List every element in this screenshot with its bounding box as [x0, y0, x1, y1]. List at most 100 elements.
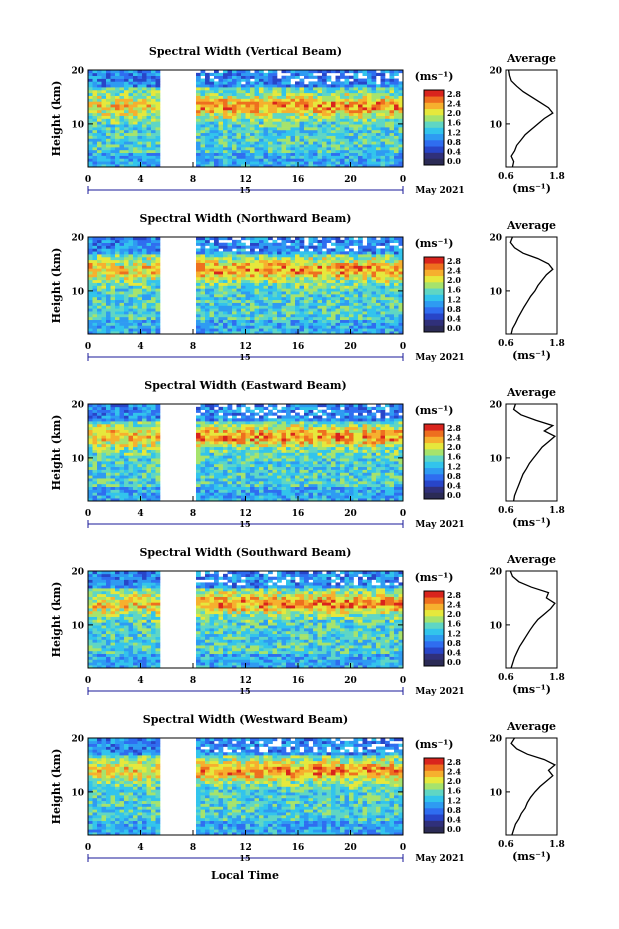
- heatmap-cell: [281, 492, 287, 496]
- heatmap-cell: [119, 251, 125, 255]
- heatmap-cell: [218, 319, 224, 323]
- heatmap-cell: [101, 164, 107, 168]
- heatmap-cell: [331, 112, 336, 116]
- heatmap-cell: [200, 254, 206, 258]
- heatmap-cell: [133, 325, 138, 329]
- heatmap-cell: [218, 149, 224, 154]
- heatmap-cell: [335, 118, 341, 122]
- heatmap-cell: [290, 84, 296, 88]
- heatmap-cell: [110, 239, 116, 243]
- heatmap-cell: [358, 319, 363, 323]
- heatmap-cell: [124, 78, 129, 82]
- heatmap-cell: [119, 245, 125, 249]
- heatmap-cell: [146, 271, 152, 275]
- colorbar-tick-label: 2.4: [447, 99, 461, 109]
- heatmap-cell: [335, 274, 341, 278]
- heatmap-cell: [331, 141, 336, 145]
- heatmap-cell: [236, 475, 242, 479]
- heatmap-cell: [142, 483, 147, 488]
- heatmap-cell: [227, 483, 233, 488]
- heatmap-cell: [241, 478, 246, 482]
- heatmap-cell: [232, 319, 237, 323]
- heatmap-cell: [232, 84, 237, 88]
- heatmap-cell: [322, 89, 327, 94]
- heatmap-cell: [110, 498, 116, 502]
- heatmap-cell: [371, 72, 377, 76]
- heatmap-cell: [196, 314, 201, 318]
- heatmap-cell: [106, 299, 111, 303]
- heatmap-cell: [286, 282, 291, 286]
- heatmap-cell: [196, 282, 201, 286]
- heatmap-cell: [142, 132, 147, 136]
- heatmap-cell: [146, 466, 152, 470]
- heatmap-cell: [340, 302, 345, 306]
- heatmap-cell: [331, 302, 336, 306]
- heatmap-cell: [268, 152, 273, 156]
- heatmap-cell: [272, 262, 278, 266]
- heatmap-cell: [205, 328, 210, 332]
- heatmap-cell: [272, 302, 278, 306]
- heatmap-cell: [376, 118, 381, 122]
- heatmap-cell: [101, 112, 107, 116]
- heatmap-cell: [371, 84, 377, 88]
- heatmap-cell: [115, 475, 120, 479]
- heatmap-cell: [290, 322, 296, 326]
- heatmap-cell: [317, 155, 323, 159]
- heatmap-cell: [155, 314, 161, 318]
- heatmap-cell: [110, 138, 116, 142]
- heatmap-cell: [268, 296, 273, 301]
- heatmap-cell: [254, 135, 260, 139]
- heatmap-cell: [254, 95, 260, 99]
- heatmap-cell: [353, 78, 359, 82]
- heatmap-cell: [385, 276, 390, 281]
- heatmap-cell: [115, 164, 120, 168]
- heatmap-cell: [218, 92, 224, 96]
- heatmap-cell: [317, 294, 323, 298]
- heatmap-cell: [385, 115, 390, 119]
- heatmap-cell: [209, 314, 215, 318]
- heatmap-cell: [137, 75, 143, 79]
- heatmap-cell: [277, 118, 282, 122]
- heatmap-cell: [214, 109, 219, 114]
- heatmap-cell: [232, 101, 237, 105]
- heatmap-cell: [335, 489, 341, 493]
- heatmap-cell: [376, 161, 381, 165]
- heatmap-cell: [394, 305, 399, 309]
- heatmap-cell: [205, 466, 210, 470]
- heatmap-cell: [124, 141, 129, 145]
- heatmap-cell: [124, 271, 129, 275]
- heatmap-cell: [281, 466, 287, 470]
- heatmap-cell: [394, 288, 399, 292]
- heatmap-cell: [335, 161, 341, 165]
- heatmap-cell: [331, 288, 336, 292]
- heatmap-cell: [209, 104, 215, 108]
- heatmap-cell: [124, 242, 129, 246]
- heatmap-cell: [142, 248, 147, 252]
- heatmap-cell: [268, 489, 273, 493]
- heatmap-cell: [286, 265, 291, 269]
- heatmap-cell: [268, 89, 273, 94]
- heatmap-cell: [236, 155, 242, 159]
- heatmap-cell: [259, 314, 264, 318]
- heatmap-cell: [317, 118, 323, 122]
- heatmap-cells: [88, 70, 404, 168]
- heatmap-cell: [394, 152, 399, 156]
- heatmap-cell: [394, 124, 399, 128]
- heatmap-cell: [133, 112, 138, 116]
- heatmap-cell: [214, 483, 219, 488]
- heatmap-cell: [196, 109, 201, 114]
- heatmap-cell: [331, 138, 336, 142]
- heatmap-cell: [218, 483, 224, 488]
- heatmap-cell: [110, 161, 116, 165]
- heatmap-cell: [286, 325, 291, 329]
- heatmap-cell: [137, 486, 143, 490]
- heatmap-cell: [344, 489, 350, 493]
- heatmap-cell: [340, 294, 345, 298]
- heatmap-cell: [236, 325, 242, 329]
- heatmap-cell: [92, 112, 98, 116]
- heatmap-cell: [353, 271, 359, 275]
- heatmap-cell: [250, 138, 255, 142]
- heatmap-cell: [380, 161, 386, 165]
- heatmap-cell: [376, 152, 381, 156]
- heatmap-cell: [232, 72, 237, 76]
